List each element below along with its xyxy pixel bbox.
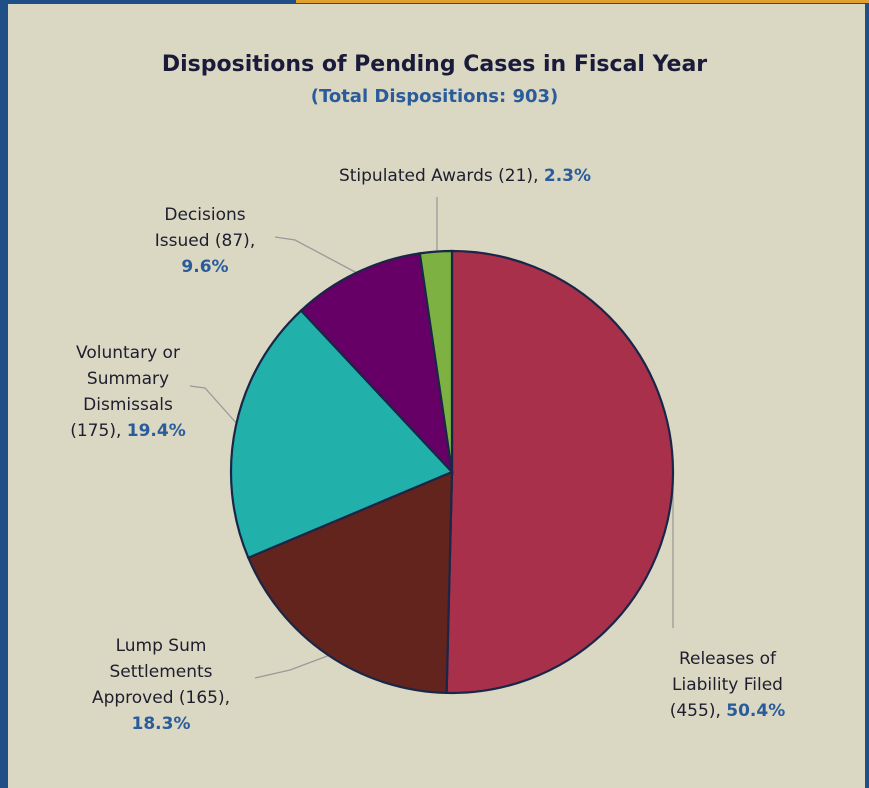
category-label: Stipulated Awards [338, 166, 493, 186]
value-label: (175), [70, 421, 122, 441]
leader-line [189, 385, 239, 426]
percent-label: 9.6% [181, 257, 229, 277]
category-label: Lump Sum Settlements Approved [91, 636, 213, 708]
pie-slice [299, 252, 454, 476]
value-label: (455), [669, 701, 721, 721]
category-label: Voluntary or Summary Dismissals [76, 343, 180, 415]
top-border [296, 0, 869, 3]
chart-title: Dispositions of Pending Cases in Fiscal … [161, 52, 708, 77]
leader-line [254, 654, 331, 679]
chart-subtitle: (Total Dispositions: 903) [310, 86, 559, 107]
pie-slice [246, 470, 454, 695]
pie-slice [445, 249, 675, 695]
category-label: Releases of Liability Filed [672, 649, 783, 695]
percent-label: 2.3% [543, 166, 592, 186]
value-label: (165), [178, 688, 231, 708]
slice-label: Stipulated Awards (21), 2.3% [200, 163, 730, 189]
slice-label: Voluntary or Summary Dismissals (175), 1… [66, 340, 190, 444]
percent-label: 50.4% [726, 701, 786, 721]
slice-label: Decisions Issued (87), 9.6% [150, 202, 260, 280]
slice-label: Releases of Liability Filed (455), 50.4% [650, 646, 805, 724]
leader-lines [189, 197, 674, 679]
slice-label: Lump Sum Settlements Approved (165), 18.… [78, 633, 244, 737]
leader-line [274, 236, 358, 274]
percent-label: 19.4% [126, 421, 186, 441]
pie-slice [229, 308, 454, 560]
category-label: Decisions Issued [154, 205, 246, 251]
value-label: (21), [498, 166, 539, 186]
percent-label: 18.3% [131, 714, 191, 734]
pie-slice [418, 249, 454, 473]
value-label: (87), [214, 231, 256, 251]
